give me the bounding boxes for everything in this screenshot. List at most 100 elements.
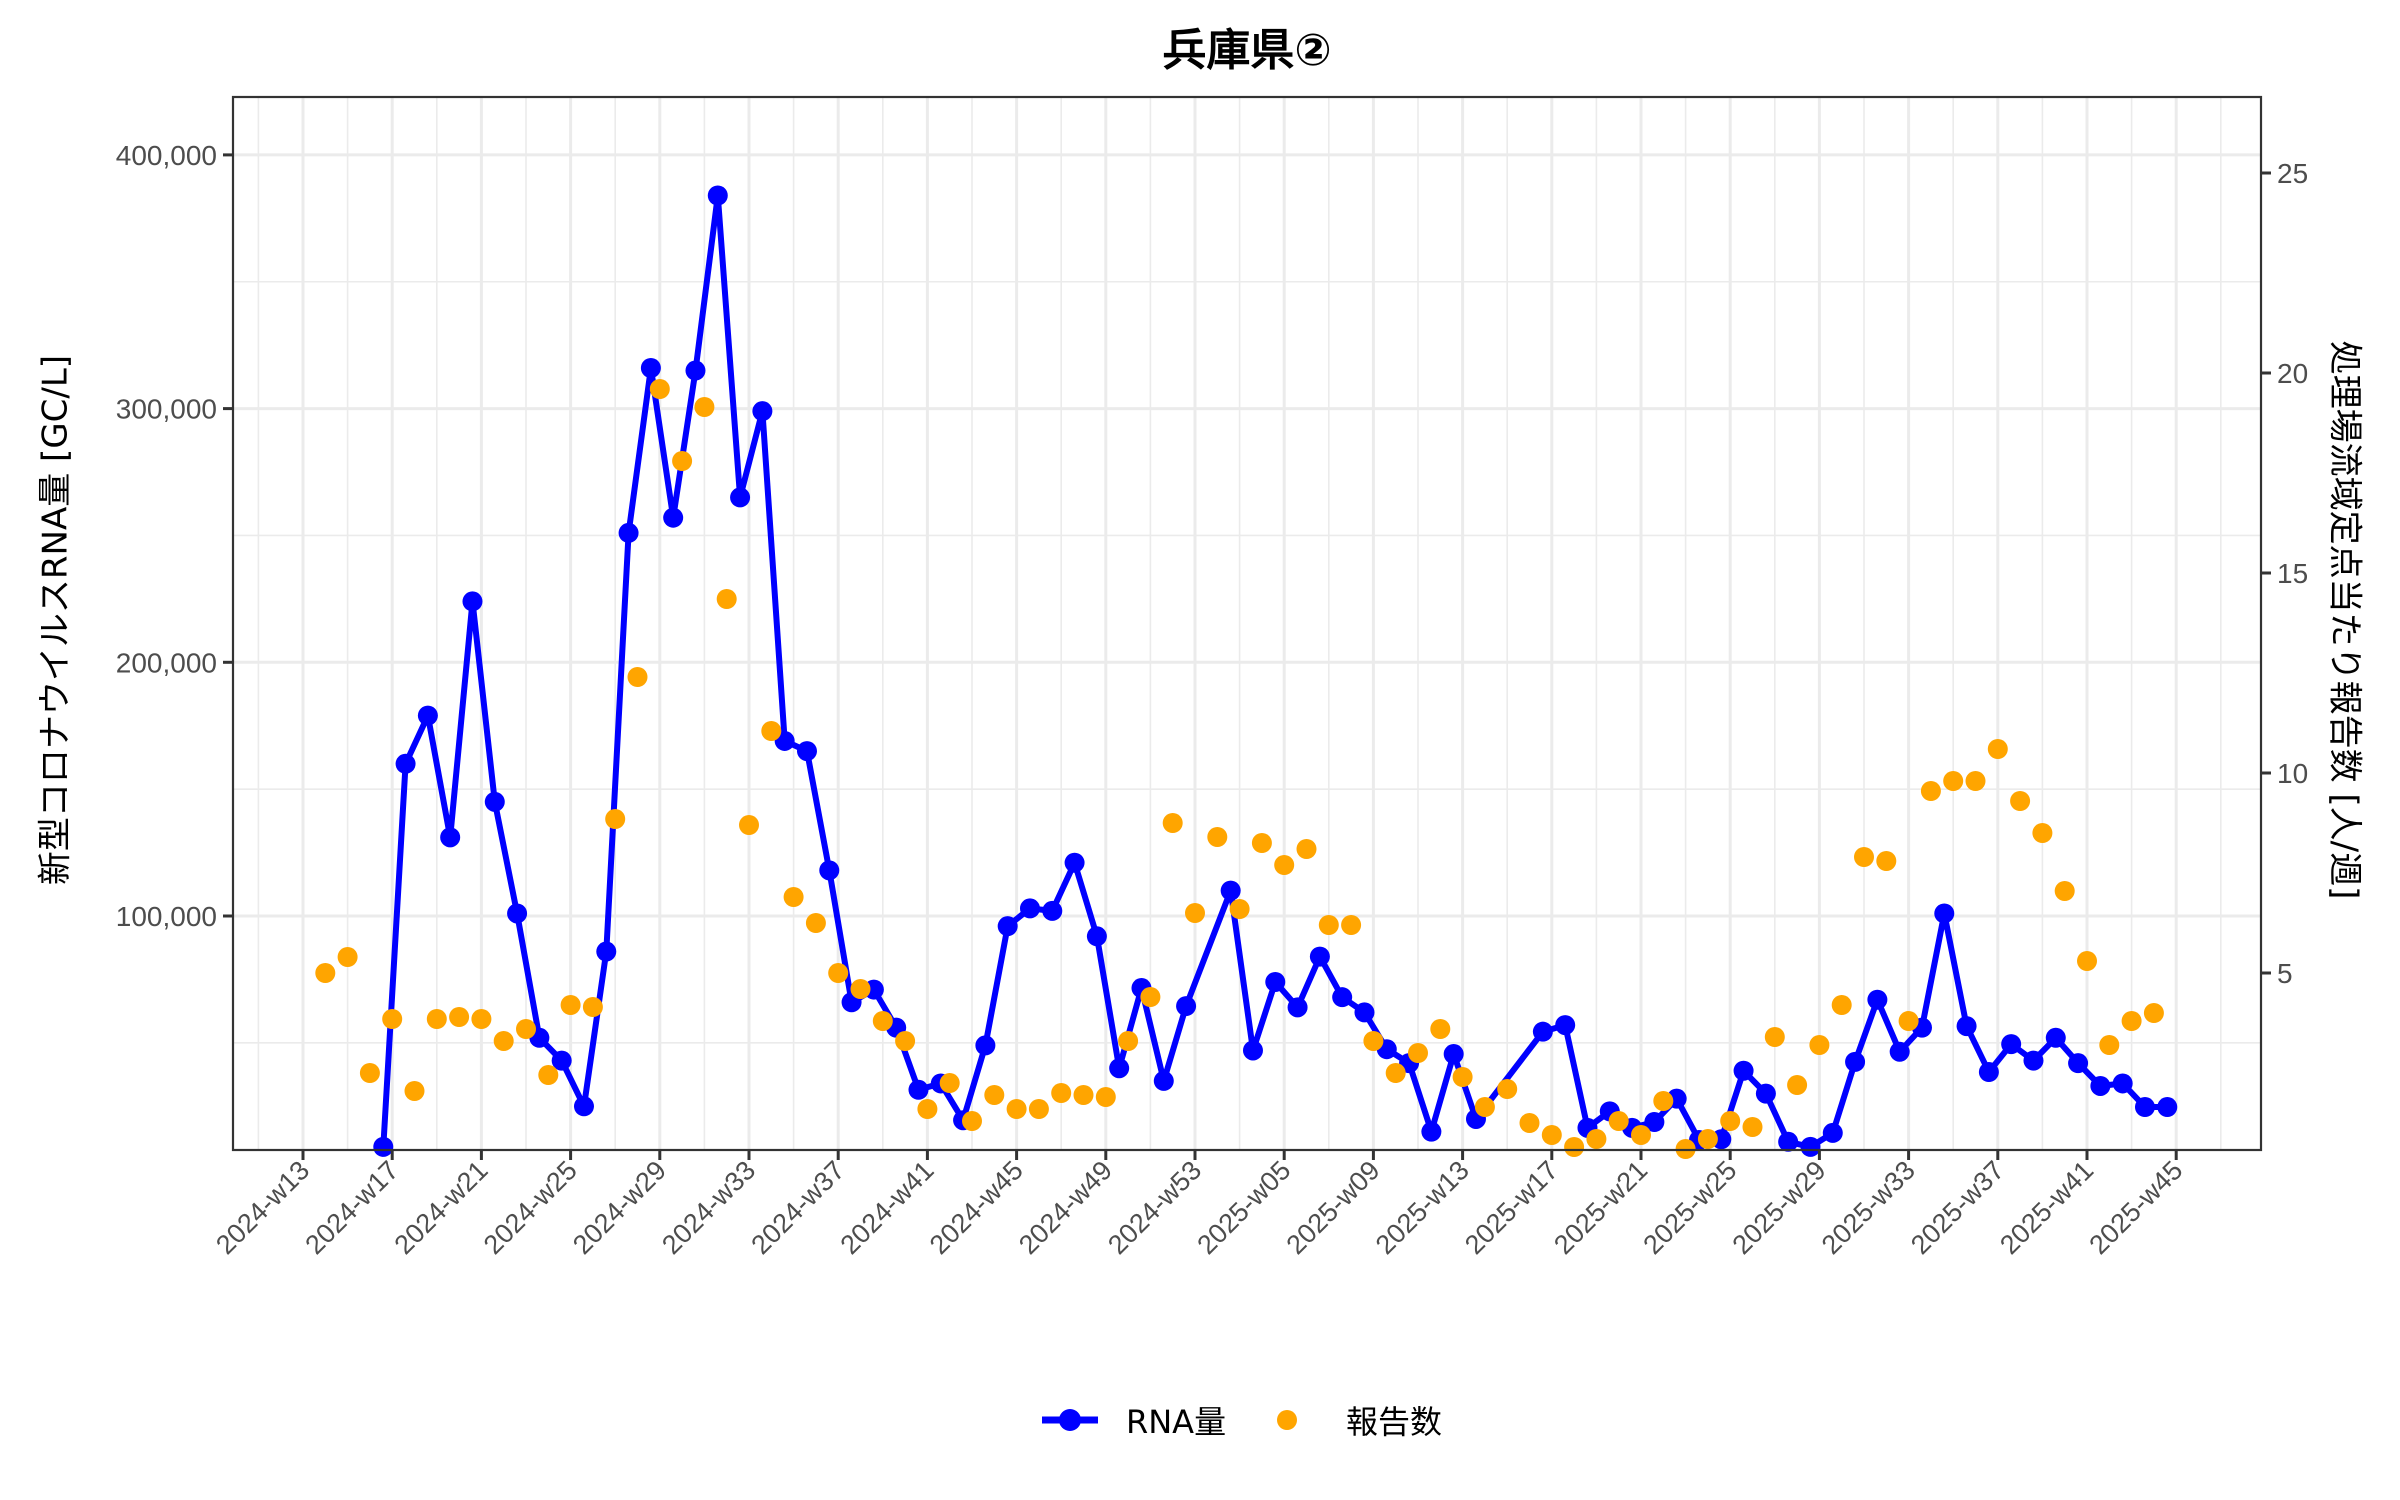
report-point [1764, 1027, 1785, 1047]
legend: RNA量 報告数 [0, 1395, 2400, 1445]
rna-point [551, 1050, 572, 1071]
rna-point [819, 860, 840, 881]
report-point [1341, 915, 1362, 935]
report-point [1073, 1085, 1094, 1105]
rna-point [1220, 880, 1241, 901]
rna-point [1889, 1041, 1910, 1062]
report-point [1497, 1079, 1518, 1099]
rna-point [462, 591, 483, 612]
rna-point [1265, 971, 1286, 992]
y-axis-left-label: 新型コロナウイルスRNA量 [GC/L] [35, 354, 76, 886]
report-point [2010, 791, 2031, 811]
rna-point [1086, 926, 1107, 947]
rna-point [1845, 1051, 1866, 1072]
report-point [1541, 1125, 1562, 1145]
report-point [1831, 995, 1852, 1015]
x-tick-label: 2024-w41 [835, 1155, 940, 1260]
report-point [1697, 1129, 1718, 1149]
report-point [2143, 1003, 2164, 1023]
rna-point [1354, 1002, 1375, 1023]
x-tick-label: 2025-w13 [1370, 1155, 1475, 1260]
rna-point [1755, 1083, 1776, 1104]
report-point [805, 913, 826, 933]
rna-point [2068, 1053, 2089, 1074]
y-right-tick-label: 10 [2277, 758, 2308, 789]
report-point [1876, 851, 1897, 871]
rna-point [1822, 1122, 1843, 1143]
report-point [538, 1065, 559, 1085]
rna-point [1978, 1062, 1999, 1083]
rna-point [1242, 1040, 1263, 1061]
rna-point [2157, 1097, 2178, 1118]
rna-point [1287, 997, 1308, 1018]
rna-point [1443, 1044, 1464, 1065]
report-point [449, 1007, 470, 1027]
report-point [1965, 771, 1986, 791]
report-point [1474, 1097, 1495, 1117]
report-point [1987, 739, 2008, 759]
rna-point [2001, 1034, 2022, 1055]
report-point [1920, 781, 1941, 801]
y-right-tick-label: 5 [2277, 958, 2293, 989]
report-point [1564, 1137, 1585, 1157]
rna-point [1555, 1015, 1576, 1036]
rna-point [663, 507, 684, 528]
report-point [2121, 1011, 2142, 1031]
report-point [1207, 827, 1228, 847]
report-point [1430, 1019, 1451, 1039]
rna-point [707, 185, 728, 206]
report-point [1408, 1043, 1428, 1063]
x-tick-label: 2024-w21 [389, 1155, 494, 1260]
rna-point [1064, 852, 1085, 873]
x-tick-label: 2025-w21 [1548, 1155, 1653, 1260]
rna-point [1019, 898, 1040, 919]
x-tick-label: 2024-w13 [210, 1155, 315, 1260]
report-point [404, 1081, 425, 1101]
report-point [2054, 881, 2075, 901]
legend-point-icon [1277, 1410, 1297, 1430]
rna-point [685, 360, 706, 381]
x-tick-label: 2024-w17 [299, 1155, 404, 1260]
report-point [1943, 771, 1964, 791]
report-point [1140, 987, 1161, 1007]
x-tick-label: 2024-w33 [656, 1155, 761, 1260]
report-point [627, 667, 648, 687]
x-tick-label: 2024-w29 [567, 1155, 672, 1260]
rna-point [596, 941, 617, 962]
report-point [872, 1011, 893, 1031]
rna-point [417, 705, 438, 726]
x-tick-label: 2025-w29 [1727, 1155, 1832, 1260]
y-left-tick-label: 100,000 [116, 901, 217, 932]
report-point [984, 1085, 1005, 1105]
report-point [1229, 899, 1250, 919]
rna-point [997, 916, 1018, 937]
rna-point [507, 903, 528, 924]
report-point [1318, 915, 1339, 935]
legend-label-reports: 報告数 [1346, 1403, 1443, 1441]
rna-point [1956, 1016, 1977, 1037]
report-point [649, 379, 670, 399]
report-point [1363, 1031, 1384, 1051]
x-tick-label: 2025-w33 [1816, 1155, 1921, 1260]
y-left-tick-label: 200,000 [116, 647, 217, 678]
x-tick-label: 2025-w25 [1637, 1155, 1742, 1260]
rna-point [1332, 987, 1353, 1008]
report-point [761, 721, 782, 741]
report-point [1185, 903, 1205, 923]
legend-line-point-icon [1042, 1409, 1098, 1431]
legend-label-rna: RNA量 [1126, 1403, 1227, 1441]
report-point [917, 1099, 938, 1119]
rna-point [373, 1136, 394, 1157]
report-point [1787, 1075, 1808, 1095]
report-point [1720, 1111, 1741, 1131]
rna-point [2090, 1075, 2111, 1096]
y-left-tick-label: 400,000 [116, 140, 217, 171]
x-tick-label: 2025-w09 [1281, 1155, 1386, 1260]
rna-point [1042, 900, 1063, 921]
rna-point [2134, 1097, 2155, 1118]
report-point [605, 809, 626, 829]
rna-point [1934, 903, 1955, 924]
x-tick-label: 2024-w49 [1013, 1155, 1118, 1260]
report-point [516, 1019, 536, 1039]
report-point [828, 963, 849, 983]
